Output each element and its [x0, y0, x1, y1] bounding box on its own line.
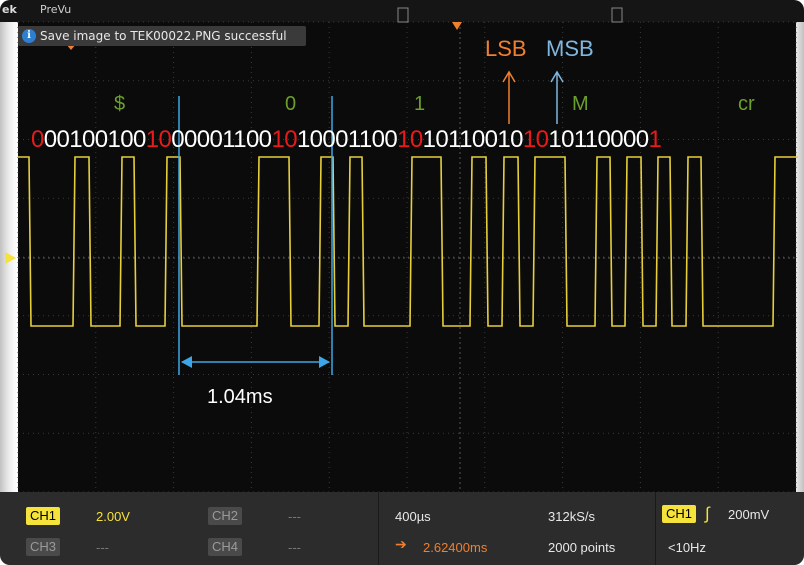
- delay-readout[interactable]: 2.62400ms: [423, 540, 488, 555]
- ch2-value: ---: [288, 509, 301, 524]
- lsb-label: LSB: [485, 36, 527, 61]
- ch4-value: ---: [288, 540, 301, 555]
- bit-stream: 0001001001000001100101000110010101100101…: [31, 126, 662, 154]
- ch1-trace: [18, 156, 798, 327]
- data-bits: 10110000: [548, 126, 649, 153]
- byte-label: cr: [738, 93, 755, 115]
- trigger-source-badge[interactable]: CH1: [662, 505, 697, 523]
- trigger-frequency-readout: <10Hz: [668, 540, 706, 555]
- ch3-badge[interactable]: CH3: [26, 538, 61, 556]
- msb-arrow-head: [550, 70, 564, 83]
- record-length-readout: 2000 points: [548, 540, 616, 555]
- data-bits: 10110010: [422, 126, 524, 153]
- trigger-level-readout[interactable]: 200mV: [728, 507, 770, 522]
- framing-bit: 0: [409, 126, 423, 153]
- framing-bit: 0: [535, 126, 549, 153]
- cursor-delta-readout: 1.04ms: [207, 386, 273, 408]
- framing-bit: 1: [145, 126, 159, 153]
- ch3-value: ---: [96, 540, 109, 555]
- prevu-label: PreVu: [40, 3, 72, 16]
- status-bar: CH1 2.00V CH2 --- CH3 --- CH4 --- 400µs …: [0, 492, 804, 565]
- byte-label: 0: [285, 93, 297, 115]
- byte-label: M: [572, 93, 589, 115]
- measurement-arrow-left: [181, 356, 192, 368]
- sample-rate-readout: 312kS/s: [548, 509, 595, 524]
- ch4-badge[interactable]: CH4: [208, 538, 243, 556]
- save-notification[interactable]: i Save image to TEK00022.PNG successful: [18, 26, 306, 46]
- ch1-scale[interactable]: 2.00V: [96, 509, 130, 524]
- framing-bit: 1: [271, 126, 285, 153]
- timeline-bracket-left: [397, 7, 409, 23]
- delay-arrow-icon: ➔: [395, 536, 407, 552]
- status-divider-1: [378, 492, 379, 565]
- msb-label: MSB: [546, 36, 594, 61]
- status-divider-2: [655, 492, 656, 565]
- ch2-badge[interactable]: CH2: [208, 507, 243, 525]
- framing-bit: 1: [648, 126, 662, 153]
- framing-bit: 1: [397, 126, 410, 153]
- framing-bit: 0: [158, 126, 172, 153]
- title-bar: ek PreVu: [0, 0, 804, 22]
- rising-edge-icon: ∫: [705, 504, 710, 523]
- graticule-grid: [17, 21, 797, 493]
- framing-bit: 0: [31, 126, 44, 153]
- info-icon: i: [22, 29, 36, 43]
- timeline-bracket-right: [611, 7, 623, 23]
- data-bits: 10001100: [296, 126, 398, 153]
- timebase-readout[interactable]: 400µs: [395, 509, 431, 524]
- framing-bit: 1: [522, 126, 536, 153]
- ch1-waveform: [18, 156, 798, 327]
- ch1-badge[interactable]: CH1: [26, 507, 61, 525]
- ch1-offset-marker: [5, 252, 16, 264]
- brand-logo: ek: [2, 3, 17, 16]
- byte-label: $: [114, 93, 126, 115]
- notification-message: Save image to TEK00022.PNG successful: [40, 29, 287, 43]
- byte-label: 1: [414, 93, 426, 115]
- measurement-arrow-right: [319, 356, 330, 368]
- trigger-position-marker: [452, 22, 462, 30]
- data-bits: 00001100: [171, 126, 272, 153]
- data-bits: 00100100: [43, 126, 147, 153]
- framing-bit: 0: [284, 126, 297, 153]
- lsb-arrow-head: [502, 70, 516, 83]
